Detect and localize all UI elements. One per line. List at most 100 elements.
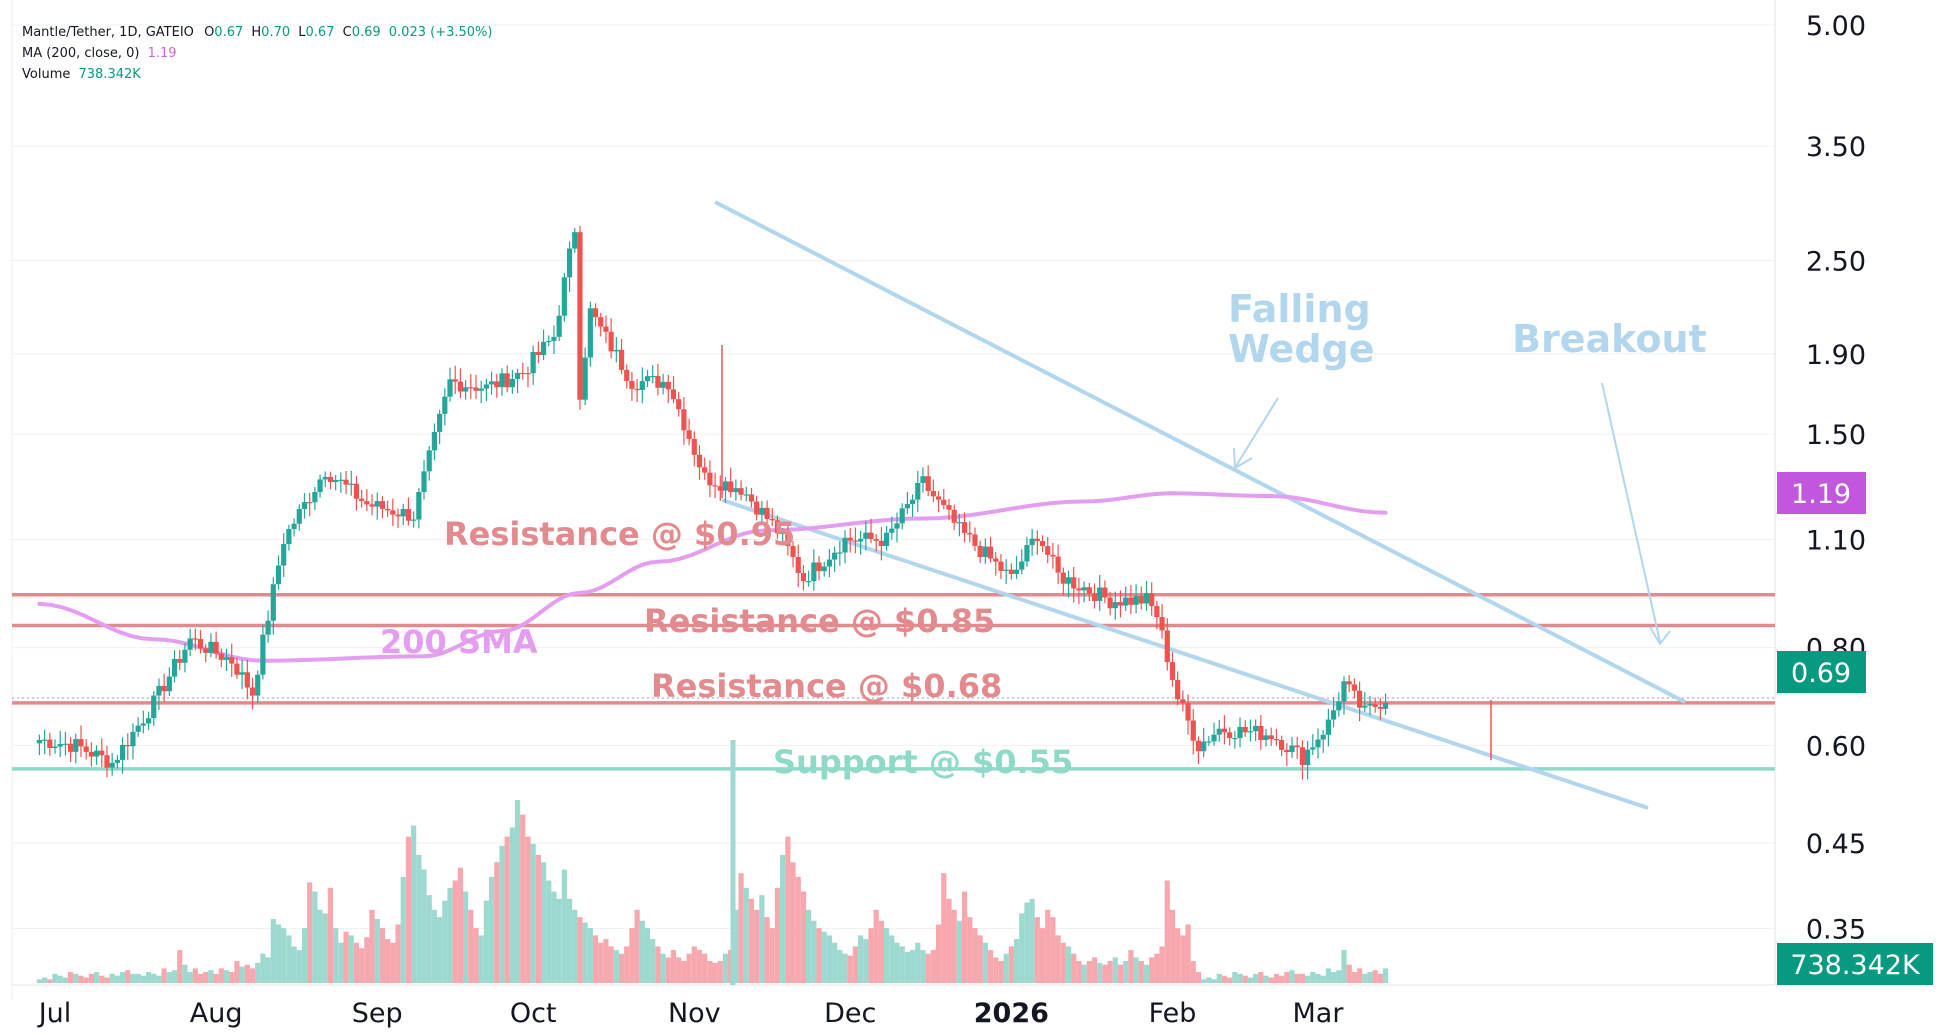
volume-bar: [130, 973, 136, 983]
y-tick-label: 1.90: [1806, 340, 1866, 371]
volume-bar: [618, 953, 625, 983]
candle: [385, 500, 391, 517]
candle: [1242, 720, 1248, 737]
candle: [301, 493, 308, 519]
volume-bar: [1019, 913, 1025, 983]
candle: [322, 471, 328, 487]
candle: [800, 564, 807, 591]
candle: [863, 521, 869, 551]
annotations: Falling Wedge Breakout 200 SMA Resistanc…: [380, 287, 1707, 781]
candle: [961, 512, 968, 543]
volume-bar: [556, 898, 562, 983]
volume-bar: [1164, 880, 1170, 983]
candle: [1247, 719, 1254, 742]
time-axis[interactable]: Jul Aug Sep Oct Nov Dec 2026 Feb Mar: [37, 998, 1345, 1029]
candle: [977, 540, 983, 563]
volume-bar: [1284, 972, 1290, 983]
candle: [400, 503, 406, 526]
volume-bar: [171, 970, 178, 983]
volume-bar: [982, 942, 988, 983]
candle: [114, 754, 120, 769]
volume-bar: [738, 873, 744, 983]
breakout-label: Breakout: [1512, 317, 1707, 361]
price-axis[interactable]: 5.003.502.501.901.501.100.800.600.450.35: [1806, 11, 1866, 946]
candle: [1299, 740, 1306, 780]
volume-bar: [312, 891, 318, 983]
volume-bar: [187, 972, 193, 983]
candle: [488, 371, 495, 395]
volume-bar: [941, 873, 947, 983]
candle: [73, 733, 79, 764]
legend-volume-row[interactable]: Volume 738.342K: [22, 64, 492, 85]
low-value: 0.67: [305, 25, 335, 40]
candle: [62, 731, 68, 756]
volume-indicator-value: 738.342K: [78, 67, 141, 82]
volume-bar: [156, 975, 162, 983]
volume-bar: [1060, 942, 1066, 983]
volume-bar: [1123, 961, 1129, 983]
wedge-arrow: [1235, 397, 1279, 467]
candle: [197, 630, 204, 654]
candle: [660, 373, 666, 395]
ma-price-badge: 1.19: [1777, 472, 1866, 514]
candle: [1263, 728, 1269, 747]
volume-bar: [1336, 970, 1342, 983]
candle: [1237, 717, 1243, 748]
volume-bar: [816, 928, 822, 983]
volume-bar: [452, 880, 458, 983]
candle: [509, 369, 515, 394]
candle: [234, 657, 240, 679]
volume-bar: [774, 887, 781, 983]
candle: [1123, 586, 1129, 612]
volume-bar: [1128, 950, 1134, 983]
candle: [743, 486, 749, 502]
candle: [135, 717, 141, 737]
candle: [166, 667, 172, 696]
volume-bar: [348, 935, 354, 983]
candle: [369, 494, 375, 516]
volume-bar: [1258, 972, 1264, 983]
legend-ma-row[interactable]: MA (200, close, 0) 1.19: [22, 43, 492, 64]
candle: [140, 710, 146, 734]
symbol-title[interactable]: Mantle/Tether, 1D, GATEIO: [22, 25, 194, 40]
volume-bar: [239, 966, 245, 983]
candle: [556, 305, 562, 342]
candle: [572, 227, 578, 253]
volume-bar: [624, 946, 630, 983]
candle: [967, 521, 973, 543]
volume-bar: [1107, 961, 1113, 983]
candle: [733, 479, 739, 501]
volume-bar: [197, 973, 204, 983]
candle: [764, 500, 770, 525]
volume-bar: [1112, 957, 1118, 983]
candle: [1143, 580, 1150, 611]
volume-bar: [260, 953, 266, 983]
volume-bar: [203, 972, 209, 983]
candle: [603, 315, 609, 344]
x-tick-label: Sep: [352, 998, 403, 1029]
volume-bar: [463, 891, 469, 983]
volume-bar: [1247, 977, 1254, 983]
volume-bar: [57, 975, 63, 983]
volume-bar: [1039, 928, 1046, 983]
candle: [1138, 586, 1144, 610]
volume-bar: [826, 935, 833, 983]
candle: [1325, 708, 1331, 747]
candle: [702, 457, 708, 480]
candle: [312, 487, 318, 510]
candle: [1185, 694, 1191, 735]
volume-bar: [696, 950, 703, 983]
volume-bar: [83, 977, 89, 983]
candle: [1102, 580, 1108, 604]
candle: [1377, 698, 1383, 720]
candle: [748, 487, 755, 508]
candle: [93, 745, 100, 765]
candle: [1367, 695, 1373, 716]
candle: [67, 736, 74, 763]
volume-bar: [390, 942, 396, 983]
volume-bar: [483, 900, 489, 983]
volume-bar: [421, 869, 427, 983]
breakout-arrowhead: [1649, 626, 1671, 646]
candle: [1232, 731, 1238, 749]
